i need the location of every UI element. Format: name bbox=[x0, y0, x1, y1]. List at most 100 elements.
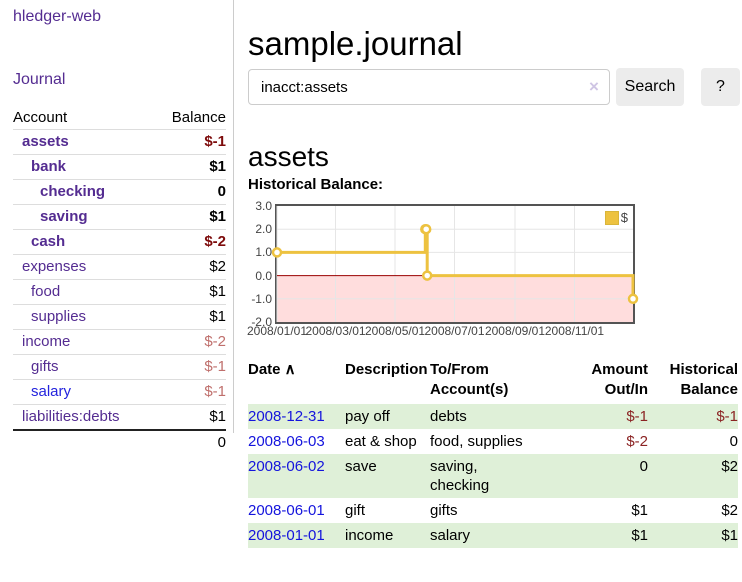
x-axis-tick-label: 2008/01/01 bbox=[246, 324, 308, 338]
help-button[interactable]: ? bbox=[701, 68, 740, 106]
transaction-balance: $-1 bbox=[648, 404, 738, 429]
register-col-historical-balance: Historical Balance bbox=[669, 361, 738, 398]
register-header-row: Date ∧ Description To/From Account(s) Amoun… bbox=[248, 360, 738, 404]
accounts-col-balance: Balance bbox=[171, 109, 226, 126]
register-row: 2008-01-01 income salary $1 $1 bbox=[248, 523, 738, 548]
account-row: liabilities:debts $1 bbox=[13, 404, 226, 430]
transaction-amount: 0 bbox=[563, 454, 648, 498]
transaction-date-link[interactable]: 2008-06-01 bbox=[248, 502, 325, 519]
account-balance: 0 bbox=[154, 179, 226, 205]
transaction-amount: $1 bbox=[631, 502, 648, 519]
account-link[interactable]: bank bbox=[31, 158, 67, 175]
account-link[interactable]: salary bbox=[31, 383, 72, 400]
account-row: checking 0 bbox=[13, 179, 226, 205]
account-link[interactable]: income bbox=[22, 333, 71, 350]
legend-label: $ bbox=[620, 210, 628, 225]
register-table: Date ∧ Description To/From Account(s) Amoun… bbox=[248, 360, 738, 548]
account-balance: $2 bbox=[154, 254, 226, 280]
x-axis-tick-label: 2008/11/01 bbox=[544, 324, 605, 338]
x-axis-tick-label: 2008/05/01 bbox=[364, 324, 426, 338]
account-link[interactable]: liabilities:debts bbox=[22, 408, 120, 425]
transaction-date-link[interactable]: 2008-12-31 bbox=[248, 408, 325, 425]
transaction-balance: 0 bbox=[729, 433, 738, 450]
account-row: income $-2 bbox=[13, 329, 226, 355]
transaction-description: gift bbox=[345, 502, 366, 519]
transaction-balance: $1 bbox=[648, 523, 738, 548]
account-link[interactable]: supplies bbox=[31, 308, 87, 325]
transaction-description: income bbox=[345, 523, 430, 548]
register-rows: 2008-12-31 pay off debts $-1 $-1 2008-06-03 ea… bbox=[248, 404, 738, 548]
transaction-description: eat & shop bbox=[345, 433, 417, 450]
account-row: cash $-2 bbox=[13, 229, 226, 255]
accounts-total-row: 0 bbox=[13, 429, 226, 455]
account-balance: $-2 bbox=[154, 229, 226, 255]
y-axis-tick-label: -1.0 bbox=[251, 291, 272, 306]
brand-link[interactable]: hledger-web bbox=[13, 8, 102, 25]
transaction-accounts: gifts bbox=[430, 502, 458, 519]
transaction-accounts: salary bbox=[430, 523, 563, 548]
page-title: sample.journal bbox=[248, 25, 463, 63]
register-col-date[interactable]: Date ∧ bbox=[248, 361, 296, 378]
register-col-to-from-account-s-: To/From Account(s) bbox=[430, 361, 509, 398]
transaction-accounts: saving, checking bbox=[430, 454, 563, 498]
account-link[interactable]: assets bbox=[22, 133, 69, 150]
transaction-accounts: food, supplies bbox=[430, 433, 523, 450]
historical-balance-chart: 3.0 2.0 1.0 0.0 -1.0 -2.0 $ 2008/01/01 2008/03… bbox=[247, 199, 668, 342]
sidebar-item-journal[interactable]: Journal bbox=[13, 71, 66, 88]
transaction-date-link[interactable]: 2008-01-01 bbox=[248, 527, 325, 544]
register-col-description: Description bbox=[345, 361, 428, 378]
account-balance: $1 bbox=[154, 404, 226, 430]
transaction-balance: $2 bbox=[721, 502, 738, 519]
account-row: saving $1 bbox=[13, 204, 226, 230]
account-link[interactable]: checking bbox=[40, 183, 106, 200]
register-row: 2008-06-01 gift gifts $1 $2 bbox=[248, 498, 738, 523]
x-axis-tick-label: 2008/09/01 bbox=[484, 324, 545, 338]
account-balance: $1 bbox=[154, 154, 226, 180]
account-balance: $-1 bbox=[154, 354, 226, 380]
account-balance: $1 bbox=[154, 279, 226, 305]
account-balance: $-1 bbox=[154, 129, 226, 155]
spacer bbox=[13, 429, 155, 455]
sidebar: hledger-web Journal Account Balance asse… bbox=[0, 0, 234, 455]
account-balance: $1 bbox=[154, 304, 226, 330]
account-row: bank $1 bbox=[13, 154, 226, 180]
account-row: supplies $1 bbox=[13, 304, 226, 330]
search-form: × Search ? bbox=[248, 68, 742, 106]
transaction-amount: $1 bbox=[563, 523, 648, 548]
y-axis-tick-label: 0.0 bbox=[255, 268, 272, 283]
transaction-description: pay off bbox=[345, 404, 430, 429]
transaction-balance: $2 bbox=[648, 454, 738, 498]
x-axis-tick-label: 2008/07/01 bbox=[424, 324, 485, 338]
account-balance: $-1 bbox=[154, 379, 226, 405]
y-axis-tick-label: -2.0 bbox=[251, 315, 272, 329]
search-input[interactable] bbox=[248, 69, 610, 105]
y-axis-tick-label: 3.0 bbox=[255, 199, 272, 213]
transaction-amount: $-1 bbox=[563, 404, 648, 429]
account-link[interactable]: cash bbox=[31, 233, 66, 250]
account-row: salary $-1 bbox=[13, 379, 226, 405]
sort-ascending-icon: ∧ bbox=[280, 361, 296, 378]
transaction-date-link[interactable]: 2008-06-03 bbox=[248, 433, 325, 450]
chart-title: Historical Balance: bbox=[248, 176, 384, 193]
transaction-amount: $-2 bbox=[626, 433, 648, 450]
y-axis-tick-label: 1.0 bbox=[255, 245, 272, 260]
account-row: expenses $2 bbox=[13, 254, 226, 280]
account-row: assets $-1 bbox=[13, 129, 226, 155]
account-row: gifts $-1 bbox=[13, 354, 226, 380]
y-axis-tick-label: 2.0 bbox=[255, 222, 272, 237]
account-link[interactable]: saving bbox=[40, 208, 88, 225]
register-row: 2008-06-03 eat & shop food, supplies $-2 0 bbox=[248, 429, 738, 454]
accounts-total-value: 0 bbox=[154, 429, 226, 455]
account-link[interactable]: expenses bbox=[22, 258, 87, 275]
account-heading: assets bbox=[248, 141, 329, 173]
accounts-header-row: Account Balance bbox=[13, 106, 226, 130]
account-link[interactable]: food bbox=[31, 283, 61, 300]
register-row: 2008-06-02 save saving, checking 0 $2 bbox=[248, 454, 738, 498]
balance-line-chart bbox=[271, 206, 639, 322]
transaction-date-link[interactable]: 2008-06-02 bbox=[248, 458, 325, 475]
chart-legend: $ bbox=[604, 210, 628, 225]
account-link[interactable]: gifts bbox=[31, 358, 59, 375]
clear-search-icon[interactable]: × bbox=[589, 77, 599, 96]
search-button[interactable]: Search bbox=[616, 68, 684, 106]
